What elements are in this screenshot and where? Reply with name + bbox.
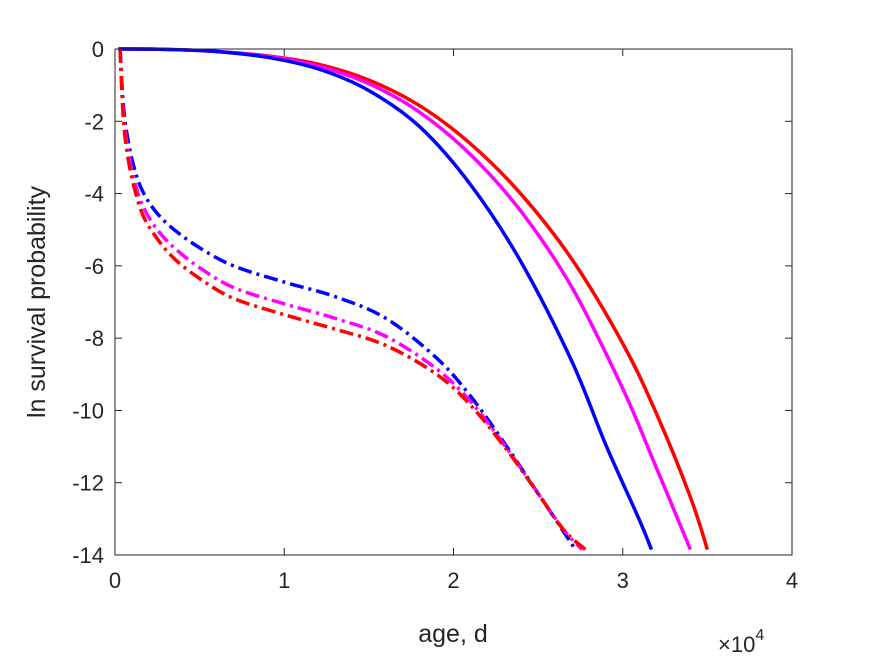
- ticks-layer: 0 1 2 3 4 0 -2 -4 -6 -8 -10 -12 -14: [72, 37, 798, 593]
- x-tick-label: 4: [786, 568, 798, 593]
- series-line-solid-2: [118, 47, 654, 551]
- x-tick-label: 3: [617, 568, 629, 593]
- y-tick-label: -12: [72, 471, 104, 496]
- plot-area: [115, 49, 792, 555]
- y-tick-label: 0: [92, 37, 104, 62]
- y-axis-label: ln survival probability: [23, 185, 51, 418]
- y-tick-label: -14: [72, 543, 104, 568]
- x-multiplier-exponent: 4: [755, 627, 764, 644]
- y-tick-label: -6: [84, 254, 104, 279]
- x-tick-label: 0: [109, 568, 121, 593]
- x-multiplier-label: ×104: [718, 627, 764, 656]
- y-tick-label: -10: [72, 398, 104, 423]
- x-tick-label: 2: [447, 568, 459, 593]
- series-line-dashdot-5: [118, 48, 587, 551]
- series-line-dashdot-4: [118, 48, 584, 551]
- y-tick-label: -2: [84, 109, 104, 134]
- x-axis-label: age, d: [418, 620, 488, 648]
- x-multiplier-base: ×10: [718, 632, 755, 656]
- y-tick-label: -4: [84, 182, 104, 207]
- series-line-dashdot-3: [118, 48, 577, 551]
- x-tick-label: 1: [278, 568, 290, 593]
- y-tick-label: -8: [84, 326, 104, 351]
- series-layer: [118, 47, 710, 551]
